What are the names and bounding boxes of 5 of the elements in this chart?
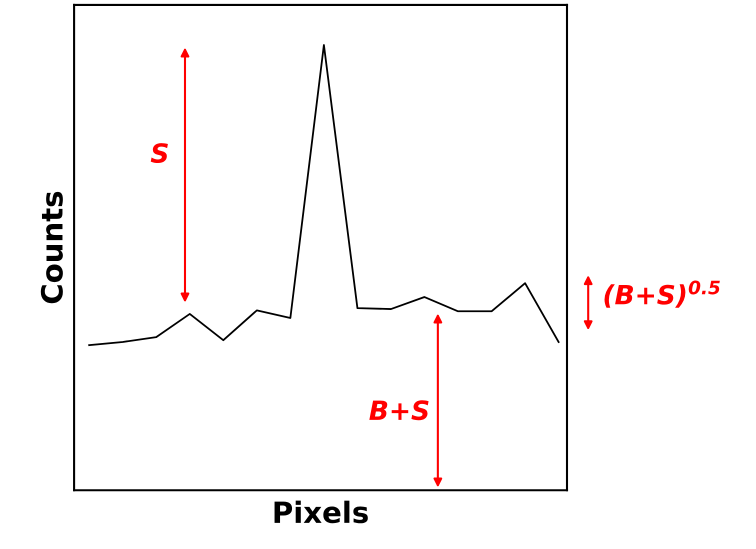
- y-axis-title: Counts: [40, 192, 63, 304]
- annotation: B+S: [369, 400, 429, 420]
- text: (B+S)$^{0.5}$: [604, 280, 720, 308]
- annotation: S: [150, 143, 168, 164]
- x-axis-title: Pixels: [274, 500, 368, 524]
